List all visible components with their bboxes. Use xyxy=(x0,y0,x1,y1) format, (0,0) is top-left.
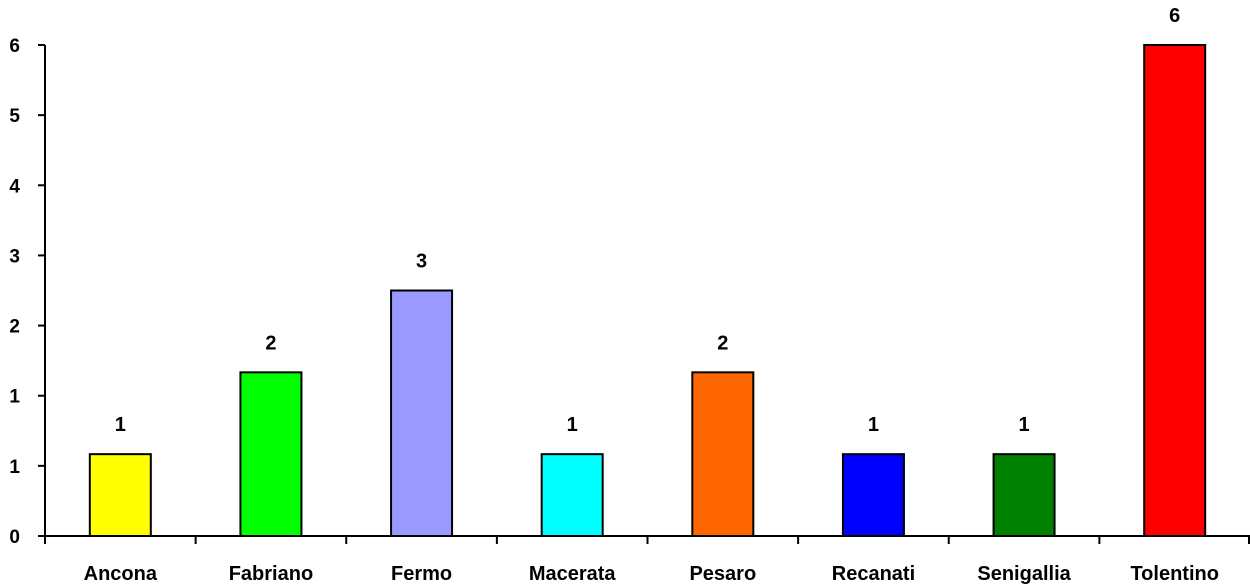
y-tick-label: 5 xyxy=(9,106,20,127)
x-tick-label: Senigallia xyxy=(977,563,1071,585)
x-tick-label: Tolentino xyxy=(1130,563,1219,585)
y-axis: 0 1 1 2 3 4 5 6 xyxy=(9,36,46,548)
y-tick-label: 0 xyxy=(9,527,20,548)
data-label: 1 xyxy=(115,414,126,436)
x-tick-label: Macerata xyxy=(529,563,617,585)
data-label: 2 xyxy=(265,332,276,354)
y-tick-label: 2 xyxy=(9,317,20,338)
y-tick-label: 3 xyxy=(9,246,20,267)
x-tick-label: Recanati xyxy=(832,563,915,585)
y-tick-label: 1 xyxy=(9,387,20,408)
data-label: 6 xyxy=(1169,5,1180,27)
x-tick-label: Fabriano xyxy=(229,563,313,585)
bar-recanati xyxy=(841,453,905,537)
bars xyxy=(88,44,1207,538)
bar-fermo xyxy=(390,289,454,537)
data-label: 1 xyxy=(868,414,879,436)
bar-pesaro xyxy=(691,371,755,538)
x-tick-label: Fermo xyxy=(391,563,452,585)
x-tick-label: Ancona xyxy=(84,563,158,585)
y-tick-label: 6 xyxy=(9,36,20,57)
bar-fabriano xyxy=(239,371,303,538)
data-label: 2 xyxy=(717,332,728,354)
data-label: 1 xyxy=(567,414,578,436)
y-tick-label: 1 xyxy=(9,457,20,478)
bar-ancona xyxy=(88,453,152,537)
data-label: 1 xyxy=(1019,414,1030,436)
bar-macerata xyxy=(540,453,604,537)
y-tick-label: 4 xyxy=(9,176,20,197)
x-axis: Ancona Fabriano Fermo Macerata Pesaro Recanat… xyxy=(44,535,1250,585)
x-tick-label: Pesaro xyxy=(689,563,756,585)
data-labels: 1 2 3 1 2 1 1 6 xyxy=(115,5,1181,436)
data-label: 3 xyxy=(416,251,427,273)
bar-senigallia xyxy=(992,453,1056,537)
bar-tolentino xyxy=(1143,44,1207,537)
